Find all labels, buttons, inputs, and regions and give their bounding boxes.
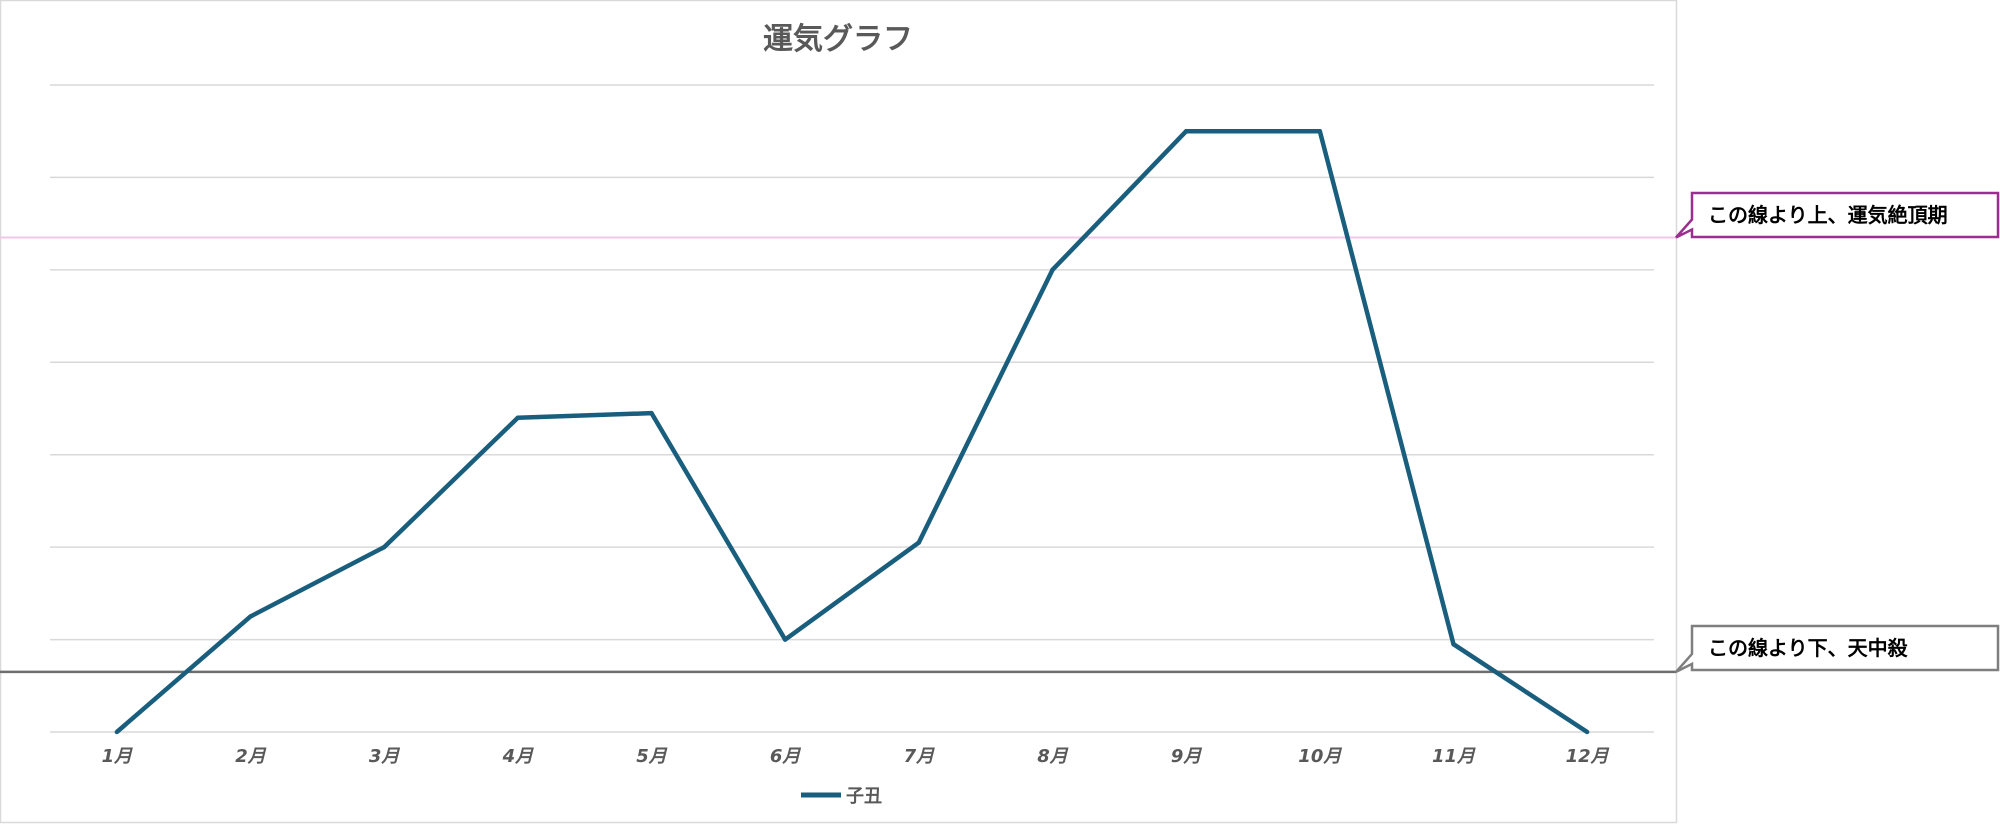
x-tick-label-3: 3月 — [369, 746, 401, 767]
x-tick-label-9: 9月 — [1171, 746, 1203, 767]
data-point-6 — [782, 637, 788, 642]
data-point-1 — [114, 729, 120, 735]
x-tick-label-11: 11月 — [1432, 746, 1476, 767]
legend: 子丑 — [801, 786, 882, 807]
data-point-4 — [515, 415, 521, 420]
x-tick-label-6: 6月 — [770, 746, 802, 767]
x-tick-label-4: 4月 — [502, 746, 535, 767]
data-point-10 — [1317, 129, 1323, 134]
x-tick-label-10: 10月 — [1298, 746, 1342, 767]
legend-label-0: 子丑 — [846, 786, 882, 807]
x-tick-label-8: 8月 — [1037, 746, 1069, 767]
data-point-7 — [916, 540, 922, 545]
data-point-5 — [649, 410, 654, 416]
x-tick-label-7: 7月 — [904, 746, 936, 767]
x-tick-label-1: 1月 — [102, 746, 134, 767]
callout-label-1: この線より下、天中殺 — [1708, 636, 1909, 660]
data-point-3 — [381, 544, 387, 550]
data-point-9 — [1183, 129, 1189, 134]
x-tick-label-5: 5月 — [636, 746, 668, 767]
x-tick-label-2: 2月 — [235, 746, 267, 767]
x-tick-label-12: 12月 — [1566, 746, 1610, 767]
data-point-12 — [1584, 729, 1590, 735]
callout-box-0 — [1675, 191, 2000, 239]
data-point-8 — [1050, 267, 1055, 273]
chart-title: 運気グラフ — [763, 22, 913, 57]
series-line-0 — [115, 128, 1589, 734]
chart-frame — [0, 0, 1678, 824]
callout-label-0: この線より上、運気絶頂期 — [1708, 203, 1948, 227]
data-point-2 — [248, 614, 253, 619]
x-tick-labels: 1月 2月 3月 4月 5月 6月 7月 8月 9月 10月 11月 12月 — [102, 746, 1610, 767]
gridlines — [50, 84, 1654, 733]
reference-lines — [0, 236, 1676, 674]
series-lines — [114, 128, 1590, 735]
data-point-11 — [1451, 641, 1456, 647]
callout-box-1 — [1675, 624, 2000, 674]
